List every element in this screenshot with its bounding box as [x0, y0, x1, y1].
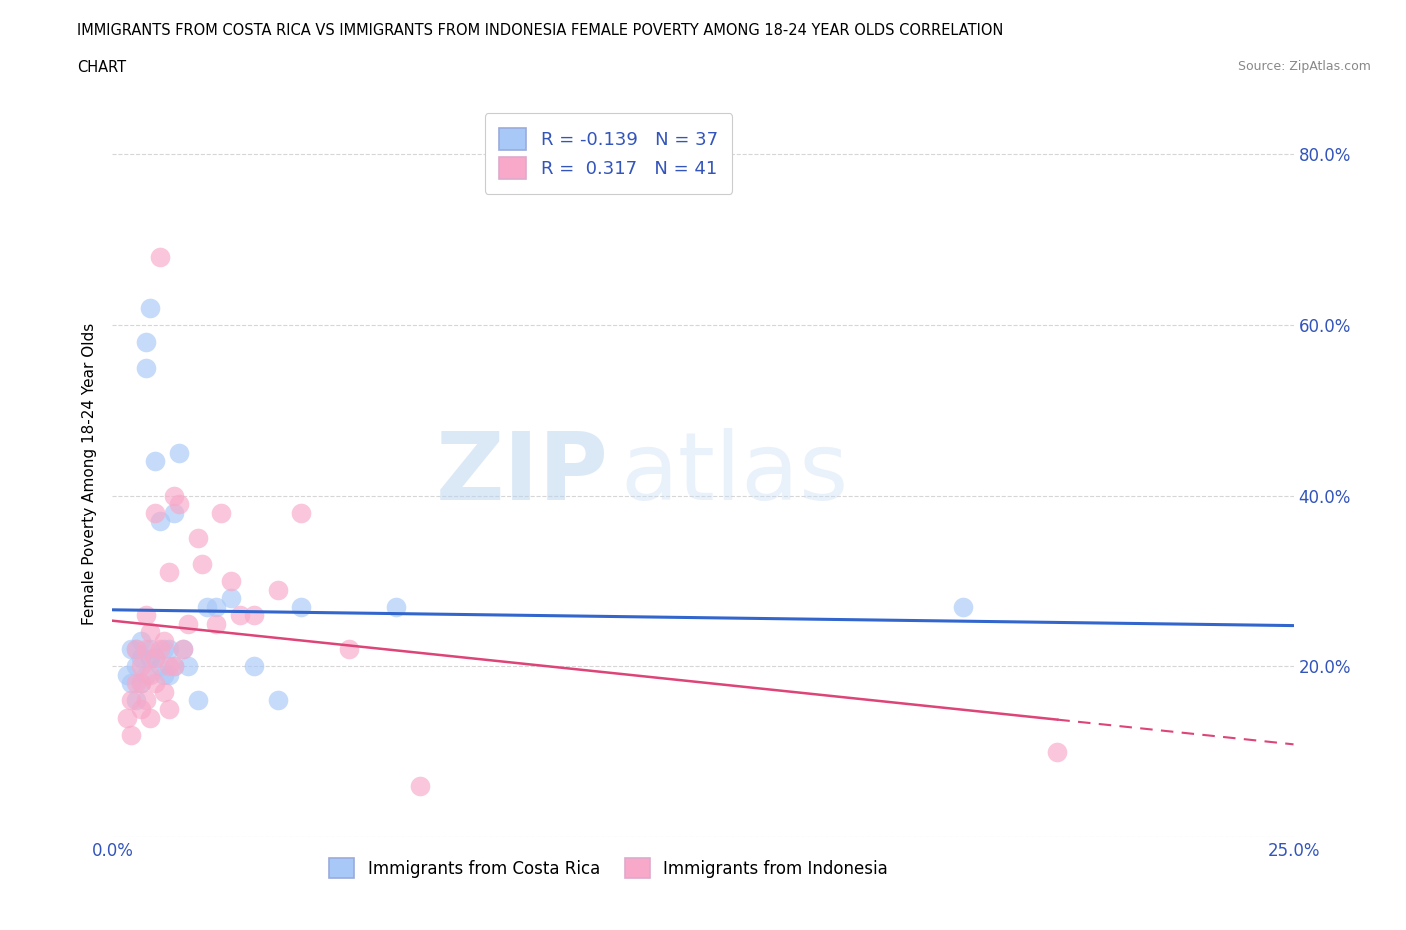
Point [243, 607, 266, 622]
Point [186, 531, 208, 546]
Point [177, 658, 200, 673]
Point [952, 599, 974, 614]
Point [139, 711, 162, 725]
Point [290, 599, 312, 614]
Point [135, 642, 157, 657]
Point [149, 658, 172, 673]
Point [149, 642, 172, 657]
Text: IMMIGRANTS FROM COSTA RICA VS IMMIGRANTS FROM INDONESIA FEMALE POVERTY AMONG 18-: IMMIGRANTS FROM COSTA RICA VS IMMIGRANTS… [77, 23, 1004, 38]
Point [120, 727, 142, 742]
Point [337, 642, 360, 657]
Point [167, 445, 190, 460]
Point [163, 488, 186, 503]
Point [129, 676, 152, 691]
Point [385, 599, 408, 614]
Point [219, 574, 242, 589]
Point [149, 513, 172, 528]
Point [125, 658, 148, 673]
Point [120, 693, 142, 708]
Point [125, 642, 148, 657]
Point [129, 676, 152, 691]
Point [139, 650, 162, 665]
Point [267, 582, 290, 597]
Point [157, 668, 180, 683]
Text: CHART: CHART [77, 60, 127, 75]
Point [243, 658, 266, 673]
Point [135, 693, 157, 708]
Y-axis label: Female Poverty Among 18-24 Year Olds: Female Poverty Among 18-24 Year Olds [82, 324, 97, 626]
Point [157, 658, 180, 673]
Point [1046, 744, 1069, 759]
Point [153, 633, 176, 648]
Point [139, 300, 162, 315]
Point [139, 625, 162, 640]
Point [267, 693, 290, 708]
Point [186, 693, 208, 708]
Point [125, 642, 148, 657]
Point [172, 642, 194, 657]
Point [143, 676, 166, 691]
Text: Source: ZipAtlas.com: Source: ZipAtlas.com [1237, 60, 1371, 73]
Point [408, 778, 430, 793]
Point [290, 505, 312, 520]
Point [157, 642, 180, 657]
Point [129, 658, 152, 673]
Point [135, 360, 157, 375]
Point [135, 335, 157, 350]
Point [157, 701, 180, 716]
Point [115, 668, 138, 683]
Point [143, 505, 166, 520]
Point [195, 599, 218, 614]
Point [129, 650, 152, 665]
Point [229, 607, 252, 622]
Point [167, 497, 190, 512]
Point [115, 711, 138, 725]
Legend: Immigrants from Costa Rica, Immigrants from Indonesia: Immigrants from Costa Rica, Immigrants f… [321, 850, 896, 886]
Point [125, 676, 148, 691]
Point [209, 505, 232, 520]
Point [163, 505, 186, 520]
Point [191, 556, 214, 571]
Point [143, 454, 166, 469]
Text: ZIP: ZIP [436, 429, 609, 520]
Point [153, 642, 176, 657]
Point [129, 633, 152, 648]
Point [205, 617, 228, 631]
Point [120, 642, 142, 657]
Text: atlas: atlas [620, 429, 849, 520]
Point [153, 684, 176, 699]
Point [157, 565, 180, 580]
Point [177, 617, 200, 631]
Point [219, 591, 242, 605]
Point [172, 642, 194, 657]
Point [143, 650, 166, 665]
Point [149, 249, 172, 264]
Point [163, 658, 186, 673]
Point [135, 668, 157, 683]
Point [139, 668, 162, 683]
Point [139, 642, 162, 657]
Point [125, 693, 148, 708]
Point [129, 701, 152, 716]
Point [143, 650, 166, 665]
Point [120, 676, 142, 691]
Point [135, 607, 157, 622]
Point [153, 668, 176, 683]
Point [205, 599, 228, 614]
Point [163, 658, 186, 673]
